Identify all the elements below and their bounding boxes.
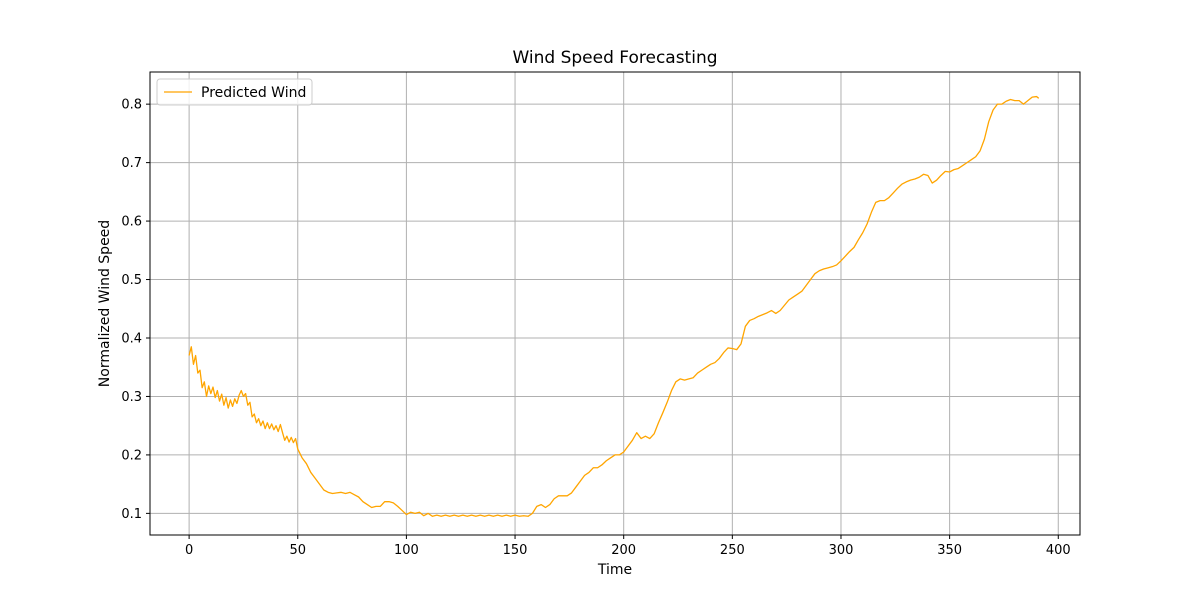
y-tick-label: 0.4 <box>121 331 142 346</box>
legend-label-predicted-wind: Predicted Wind <box>201 85 306 101</box>
y-tick-label: 0.1 <box>121 507 142 522</box>
axis-ticks: 0 50 100 150 200 250 300 350 400 0.1 0.2 0.3 0.4 0.5 0… <box>121 98 1070 558</box>
y-tick-label: 0.6 <box>121 215 142 230</box>
x-tick-label: 300 <box>829 543 854 558</box>
x-tick-label: 50 <box>289 543 306 558</box>
x-axis-label: Time <box>597 562 632 578</box>
legend-box <box>156 78 313 106</box>
y-tick-label: 0.8 <box>121 98 142 113</box>
series-layer <box>188 95 1040 517</box>
chart-title: Wind Speed Forecasting <box>512 48 717 68</box>
x-tick-label: 150 <box>503 543 528 558</box>
x-tick-label: 0 <box>185 543 193 558</box>
x-tick-label: 250 <box>720 543 745 558</box>
plot-frame <box>149 71 1081 536</box>
y-tick-label: 0.2 <box>121 448 142 463</box>
legend: Predicted Wind <box>156 78 313 106</box>
y-tick-label: 0.5 <box>121 273 142 288</box>
y-axis-label: Normalized Wind Speed <box>97 220 113 387</box>
series-line-predicted-wind <box>188 95 1040 517</box>
x-tick-label: 100 <box>394 543 419 558</box>
y-tick-label: 0.3 <box>121 390 142 405</box>
x-tick-label: 400 <box>1046 543 1071 558</box>
x-tick-label: 350 <box>937 543 962 558</box>
x-tick-label: 200 <box>611 543 636 558</box>
y-tick-label: 0.7 <box>121 156 142 171</box>
